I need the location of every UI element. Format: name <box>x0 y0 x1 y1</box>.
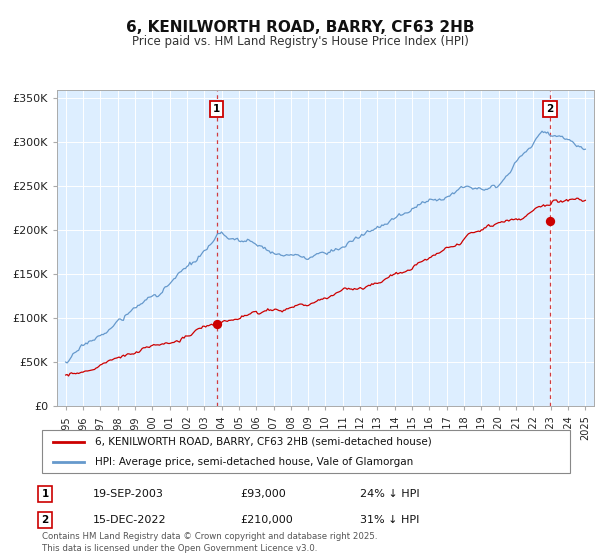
Text: Price paid vs. HM Land Registry's House Price Index (HPI): Price paid vs. HM Land Registry's House … <box>131 35 469 48</box>
Text: 15-DEC-2022: 15-DEC-2022 <box>93 515 167 525</box>
Text: Contains HM Land Registry data © Crown copyright and database right 2025.
This d: Contains HM Land Registry data © Crown c… <box>42 533 377 553</box>
FancyBboxPatch shape <box>42 430 570 473</box>
Text: 19-SEP-2003: 19-SEP-2003 <box>93 489 164 499</box>
Text: 2: 2 <box>41 515 49 525</box>
Text: 24% ↓ HPI: 24% ↓ HPI <box>360 489 419 499</box>
Text: £210,000: £210,000 <box>240 515 293 525</box>
Point <box>545 217 555 226</box>
Text: £93,000: £93,000 <box>240 489 286 499</box>
Point <box>212 320 221 329</box>
Text: 31% ↓ HPI: 31% ↓ HPI <box>360 515 419 525</box>
Text: 2: 2 <box>547 104 554 114</box>
Text: 1: 1 <box>213 104 220 114</box>
Text: 1: 1 <box>41 489 49 499</box>
Text: HPI: Average price, semi-detached house, Vale of Glamorgan: HPI: Average price, semi-detached house,… <box>95 458 413 467</box>
Text: 6, KENILWORTH ROAD, BARRY, CF63 2HB (semi-detached house): 6, KENILWORTH ROAD, BARRY, CF63 2HB (sem… <box>95 437 431 447</box>
Text: 6, KENILWORTH ROAD, BARRY, CF63 2HB: 6, KENILWORTH ROAD, BARRY, CF63 2HB <box>126 20 474 35</box>
